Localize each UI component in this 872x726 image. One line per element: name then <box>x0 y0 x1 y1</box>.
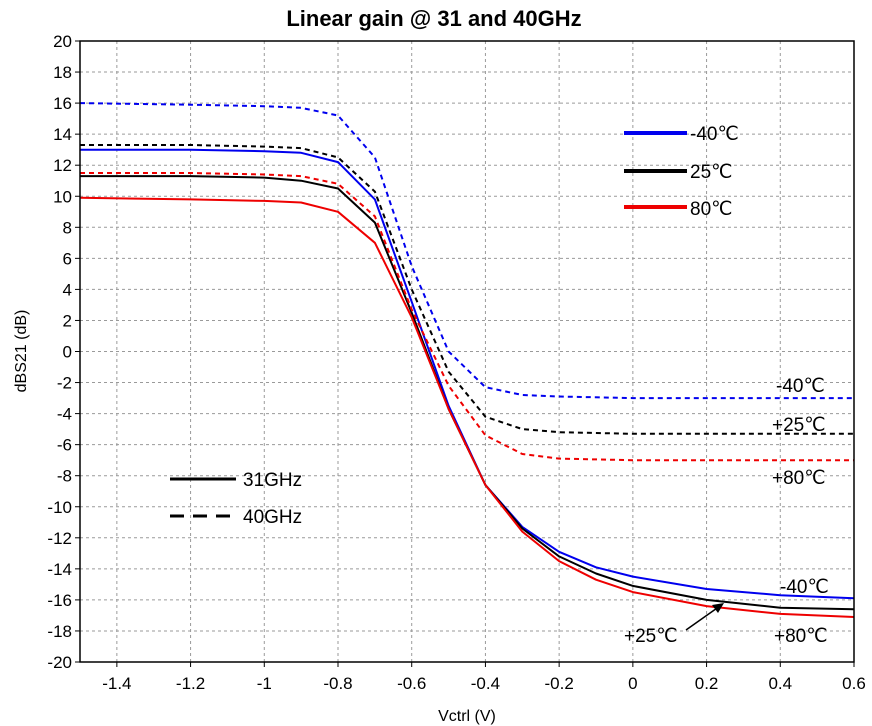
y-tick-label: 18 <box>53 63 72 82</box>
chart-title: Linear gain @ 31 and 40GHz <box>286 6 581 31</box>
y-tick-label: 16 <box>53 94 72 113</box>
y-tick-label: 2 <box>63 311 72 330</box>
y-axis-label: dBS21 (dB) <box>13 310 30 393</box>
y-tick-label: 20 <box>53 32 72 51</box>
legend-label-80: 80℃ <box>690 199 732 220</box>
legend-label-25: 25℃ <box>690 162 732 183</box>
series-lines <box>79 102 855 618</box>
annotation-arrow-head <box>712 603 724 613</box>
anno-dashed-p80: +80℃ <box>772 468 826 489</box>
anno-solid-p25: +25℃ <box>624 626 678 647</box>
series-line-4 <box>80 144 854 435</box>
y-tick-label: 12 <box>53 156 72 175</box>
y-tick-label: -16 <box>47 591 72 610</box>
legend-label-m40: -40℃ <box>690 124 739 145</box>
x-tick-label: -0.2 <box>544 674 573 693</box>
plot-frame <box>79 40 855 663</box>
series-line-0 <box>80 148 855 600</box>
series-line-2 <box>79 196 855 618</box>
y-tick-label: -18 <box>47 622 72 641</box>
x-tick-label: -0.8 <box>323 674 352 693</box>
annotation-arrow-line <box>685 605 721 631</box>
x-tick-label: 0.4 <box>768 674 792 693</box>
y-tick-label: -2 <box>57 374 72 393</box>
legend-label-40ghz: 40GHz <box>243 507 302 528</box>
anno-dashed-p25: +25℃ <box>772 415 826 436</box>
temperature-legend: -40℃ 25℃ 80℃ <box>624 124 739 220</box>
anno-solid-p80: +80℃ <box>774 626 828 647</box>
y-tick-label: -8 <box>57 467 72 486</box>
y-tick-label: -20 <box>47 653 72 672</box>
x-tick-label: 0.2 <box>695 674 719 693</box>
y-tick-label: 4 <box>63 280 72 299</box>
tick-labels: -1.4 -1.2 -1 -0.8 -0.6 -0.4 -0.2 0 0.2 0.4 0.6-20-… <box>47 32 865 693</box>
grid <box>80 41 854 662</box>
y-tick-label: -12 <box>47 529 72 548</box>
x-tick-label: -1.4 <box>102 674 131 693</box>
x-tick-label: 0 <box>628 674 637 693</box>
series-line-3 <box>79 102 854 400</box>
x-tick-label: -1.2 <box>176 674 205 693</box>
y-tick-label: -6 <box>57 436 72 455</box>
x-tick-label: 0.6 <box>842 674 866 693</box>
frequency-legend: 31GHz 40GHz <box>170 470 302 528</box>
x-tick-label: -0.4 <box>471 674 500 693</box>
y-tick-label: -14 <box>47 560 72 579</box>
x-tick-label: -0.6 <box>397 674 426 693</box>
y-tick-label: 8 <box>63 218 72 237</box>
y-tick-label: 0 <box>63 343 72 362</box>
anno-dashed-m40: -40℃ <box>776 376 825 397</box>
anno-solid-m40: -40℃ <box>780 577 829 598</box>
y-tick-label: 10 <box>53 187 72 206</box>
y-tick-label: -4 <box>57 405 72 424</box>
y-tick-label: -10 <box>47 498 72 517</box>
x-axis-label: Vctrl (V) <box>438 708 496 725</box>
x-tick-label: -1 <box>257 674 272 693</box>
series-line-5 <box>80 172 854 462</box>
annotations: -40℃ +25℃ +80℃ -40℃ +25℃ +80℃ <box>624 376 829 647</box>
y-tick-label: 6 <box>63 249 72 268</box>
y-tick-label: 14 <box>53 125 72 144</box>
legend-label-31ghz: 31GHz <box>243 470 302 491</box>
